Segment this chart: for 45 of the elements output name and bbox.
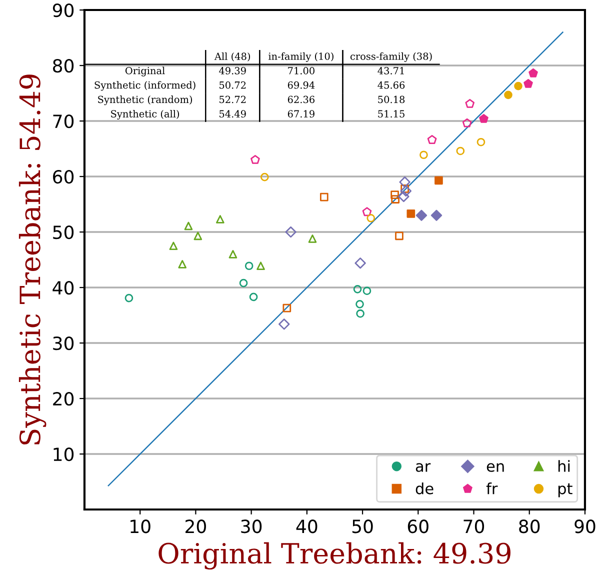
annotation: All (48) [214,52,250,62]
annotation: 71.00 [288,67,314,74]
x-axis-title: Original Treebank: 49.39 [158,542,510,570]
annotation: 50.72 [220,81,246,89]
y-tick-label: 20 [53,392,74,406]
legend-label: ar [416,463,431,472]
x-tick-label: 70 [464,520,484,534]
legend-label: de [416,482,434,494]
legend-label: en [486,463,504,472]
x-tick-label: 40 [296,520,318,534]
annotation: cross-family (38) [350,52,432,62]
x-tick-label: 20 [186,520,206,534]
annotation: 54.49 [220,110,246,118]
annotation: 50.18 [378,96,405,104]
legend-label: fr [486,482,498,494]
y-tick-label: 90 [52,3,74,18]
annotation: Synthetic (random) [98,96,192,106]
y-tick-label: 50 [53,225,74,240]
annotation: in-family (10) [268,52,334,62]
annotation: 69.94 [288,81,315,89]
y-tick-label: 60 [53,170,74,184]
annotation: Synthetic (informed) [94,81,196,91]
annotation: 67.19 [288,110,314,118]
annotation: 52.72 [220,96,246,104]
y-tick-label: 30 [53,336,74,350]
y-tick-label: 70 [53,114,74,128]
annotation: 45.66 [378,81,405,89]
y-tick-label: 40 [52,280,74,295]
x-tick-label: 10 [130,520,150,534]
annotation: 49.39 [219,67,246,74]
y-tick-label: 10 [54,447,74,462]
annotation: 43.71 [378,67,404,74]
x-tick-label: 50 [352,520,373,534]
x-tick-label: 80 [519,520,540,534]
legend-label: hi [558,460,570,472]
x-tick-label: 60 [408,520,428,534]
annotation: 51.15 [378,110,404,118]
annotation: Original [125,66,165,76]
y-tick-label: 80 [53,58,74,73]
x-tick-label: 90 [574,520,596,534]
legend-label: pt [558,483,572,498]
y-axis-title: Synthetic Treebank: 54.49 [18,74,46,444]
annotation: Synthetic (all) [111,110,180,120]
x-tick-label: 30 [241,520,262,534]
annotation: 62.36 [288,96,314,104]
